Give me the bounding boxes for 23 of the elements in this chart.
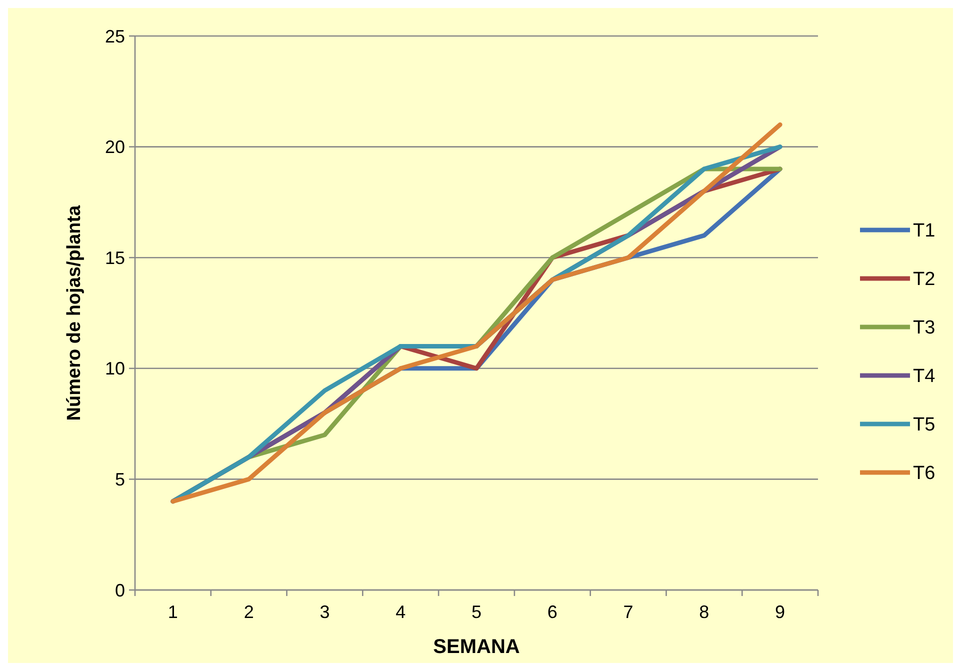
x-tick-label: 5 bbox=[471, 602, 482, 622]
y-tick-label: 5 bbox=[114, 470, 125, 490]
y-tick-label: 10 bbox=[104, 358, 125, 379]
legend-label: T3 bbox=[913, 318, 936, 339]
legend-label: T5 bbox=[913, 414, 936, 436]
y-tick-label: 25 bbox=[104, 26, 125, 46]
x-tick-label: 7 bbox=[623, 602, 634, 622]
x-tick-label: 1 bbox=[168, 602, 178, 622]
y-tick-label: 15 bbox=[104, 248, 125, 268]
x-tick-label: 8 bbox=[699, 602, 710, 622]
x-tick-label: 4 bbox=[396, 602, 406, 622]
legend-label: T4 bbox=[913, 366, 936, 388]
legend-label: T6 bbox=[913, 463, 936, 484]
legend-label: T1 bbox=[913, 220, 936, 242]
x-tick-label: 9 bbox=[775, 602, 786, 622]
y-tick-label: 20 bbox=[104, 137, 125, 158]
y-tick-label: 0 bbox=[114, 580, 125, 600]
x-tick-label: 3 bbox=[320, 602, 330, 622]
y-axis-title: Número de hojas/planta bbox=[64, 204, 85, 421]
x-tick-label: 2 bbox=[244, 602, 254, 622]
x-tick-label: 6 bbox=[547, 602, 558, 622]
legend-label: T2 bbox=[913, 269, 936, 290]
x-axis-title: SEMANA bbox=[433, 636, 520, 658]
